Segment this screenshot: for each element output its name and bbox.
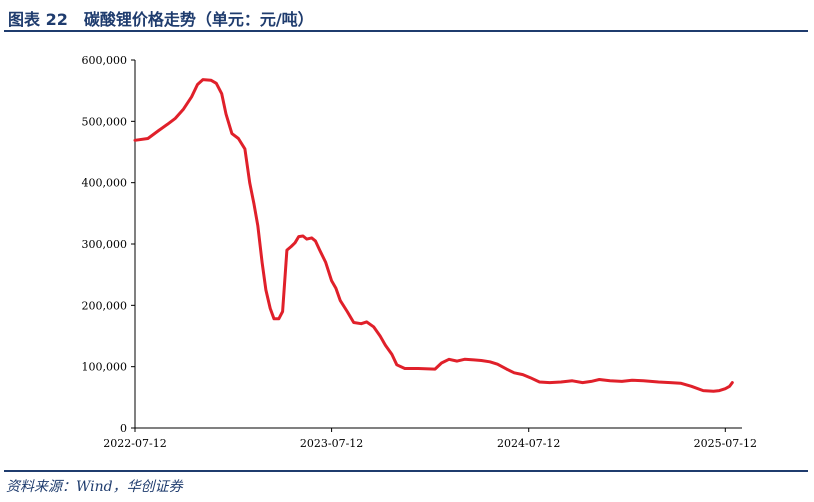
bottom-divider [4,470,808,472]
header: 图表 22 碳酸锂价格走势（单元：元/吨） [4,0,810,34]
x-tick-label: 2024-07-12 [497,437,560,450]
y-axis-ticks: 0 100,000 200,000 300,000 400,000 500,000 600,… [82,54,135,435]
price-series-line [133,78,734,393]
x-tick-label: 2025-07-12 [694,437,757,450]
y-tick-label: 0 [120,422,127,435]
y-tick-label: 500,000 [82,115,128,128]
figure-title: 图表 22 碳酸锂价格走势（单元：元/吨） [8,10,314,29]
y-tick-label: 200,000 [82,299,128,312]
y-tick-label: 400,000 [82,177,128,190]
x-axis-ticks: 2022-07-12 2023-07-12 2024-07-12 2025-07-12 [103,428,757,450]
x-tick-label: 2022-07-12 [103,437,166,450]
x-tick-label: 2023-07-12 [300,437,363,450]
y-tick-label: 100,000 [82,361,128,374]
line-chart: 0 100,000 200,000 300,000 400,000 500,000 600,… [82,54,758,450]
y-tick-label: 600,000 [82,54,128,67]
source-note: 资料来源：Wind，华创证券 [6,479,183,495]
top-divider [4,30,808,32]
chart-series [133,78,734,393]
y-tick-label: 300,000 [82,238,128,251]
